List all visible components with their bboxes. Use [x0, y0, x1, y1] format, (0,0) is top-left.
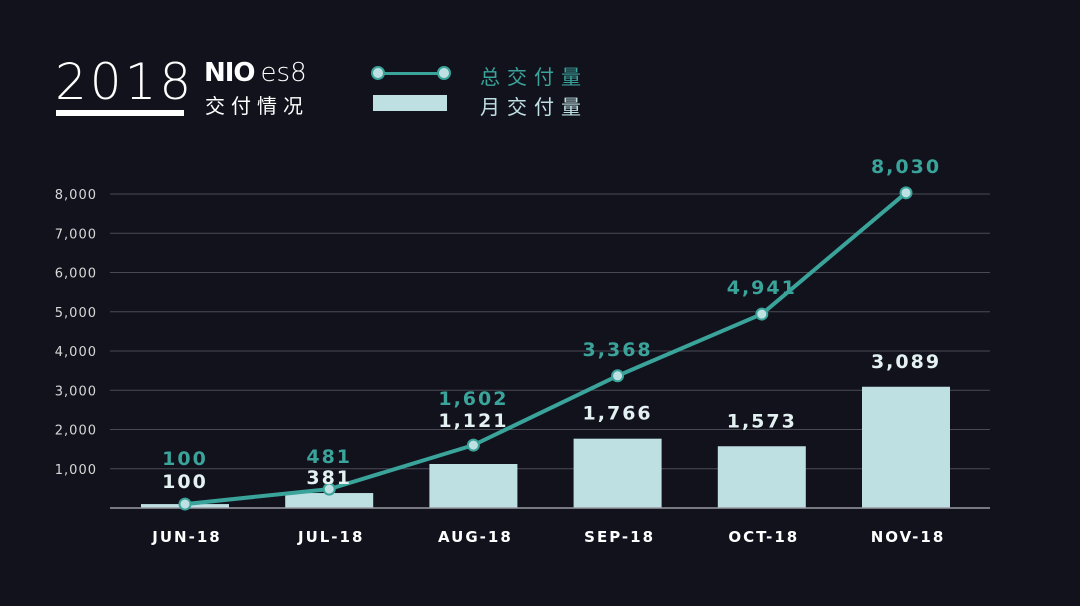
line-value-label: 481: [306, 446, 352, 468]
y-tick-label: 1,000: [55, 463, 97, 478]
bar-monthly: [862, 386, 950, 508]
y-tick-label: 7,000: [55, 227, 97, 242]
line-total: [184, 191, 908, 507]
bar-value-label: 1,121: [438, 410, 508, 432]
y-tick-label: 4,000: [55, 345, 97, 360]
y-tick-label: 8,000: [55, 188, 97, 203]
y-tick-label: 3,000: [55, 384, 97, 399]
brand-logo: NIO es8: [204, 58, 307, 88]
x-category-label: NOV-18: [871, 528, 946, 546]
line-value-label: 1,602: [438, 388, 508, 410]
y-tick-label: 2,000: [55, 424, 97, 439]
x-category-label: JUN-18: [151, 528, 221, 546]
bar-value-label: 1,766: [583, 403, 653, 425]
line-value-label: 3,368: [583, 339, 653, 361]
x-category-label: OCT-18: [728, 528, 799, 546]
model-name: es8: [260, 58, 307, 88]
line-point: [466, 438, 480, 452]
legend-monthly-label: 月交付量: [480, 95, 588, 119]
bar-monthly: [285, 493, 374, 508]
x-category-label: SEP-18: [584, 528, 655, 546]
chart-subtitle: 交付情况: [205, 94, 309, 118]
legend-line-swatch: [376, 72, 446, 75]
legend-total-label: 总交付量: [480, 65, 588, 89]
x-category-label: JUL-18: [297, 528, 364, 546]
line-point: [322, 482, 336, 496]
bar-value-label: 1,573: [727, 410, 797, 432]
bar-monthly: [717, 446, 806, 508]
year-title: 2018: [55, 53, 195, 111]
legend-marker-icon: [371, 66, 385, 80]
line-point: [899, 186, 913, 200]
bar-monthly: [573, 438, 662, 508]
legend-bar-swatch: [373, 95, 447, 111]
bar-value-label: 100: [162, 471, 208, 493]
x-category-label: AUG-18: [438, 528, 513, 546]
bar-monthly: [429, 464, 518, 508]
bar-value-label: 3,089: [871, 351, 941, 373]
y-tick-label: 6,000: [55, 267, 97, 282]
bar-value-label: 381: [306, 467, 352, 489]
y-tick-label: 5,000: [55, 306, 97, 321]
line-point: [611, 369, 625, 383]
legend-marker-icon: [437, 66, 451, 80]
line-value-label: 4,941: [727, 277, 797, 299]
brand-name: NIO: [204, 58, 256, 88]
line-point: [755, 307, 769, 321]
line-value-label: 8,030: [871, 156, 941, 178]
line-value-label: 100: [162, 448, 208, 470]
line-point: [178, 497, 192, 511]
year-underline: [56, 110, 184, 116]
